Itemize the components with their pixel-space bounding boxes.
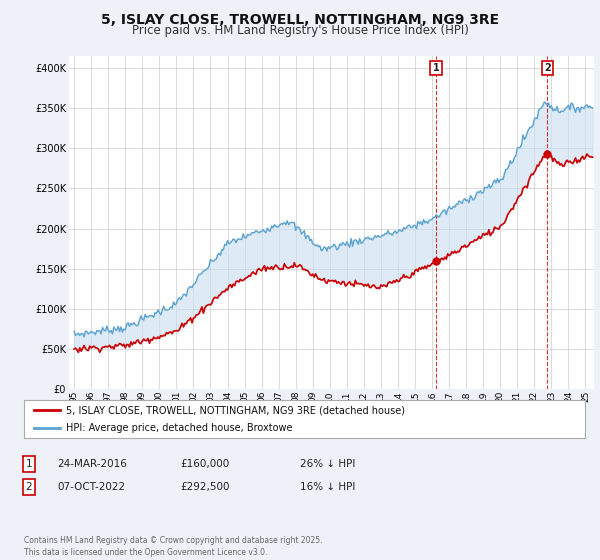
Text: 24-MAR-2016: 24-MAR-2016 [57,459,127,469]
Text: 16% ↓ HPI: 16% ↓ HPI [300,482,355,492]
Text: 5, ISLAY CLOSE, TROWELL, NOTTINGHAM, NG9 3RE (detached house): 5, ISLAY CLOSE, TROWELL, NOTTINGHAM, NG9… [66,405,405,415]
Text: 26% ↓ HPI: 26% ↓ HPI [300,459,355,469]
Text: £292,500: £292,500 [180,482,229,492]
Text: 5, ISLAY CLOSE, TROWELL, NOTTINGHAM, NG9 3RE: 5, ISLAY CLOSE, TROWELL, NOTTINGHAM, NG9… [101,13,499,27]
Text: Contains HM Land Registry data © Crown copyright and database right 2025.
This d: Contains HM Land Registry data © Crown c… [24,536,323,557]
Text: 2: 2 [544,63,551,73]
Text: 1: 1 [25,459,32,469]
Text: £160,000: £160,000 [180,459,229,469]
Text: HPI: Average price, detached house, Broxtowe: HPI: Average price, detached house, Brox… [66,423,293,433]
Text: Price paid vs. HM Land Registry's House Price Index (HPI): Price paid vs. HM Land Registry's House … [131,24,469,37]
Text: 07-OCT-2022: 07-OCT-2022 [57,482,125,492]
Text: 2: 2 [25,482,32,492]
Text: 1: 1 [433,63,439,73]
